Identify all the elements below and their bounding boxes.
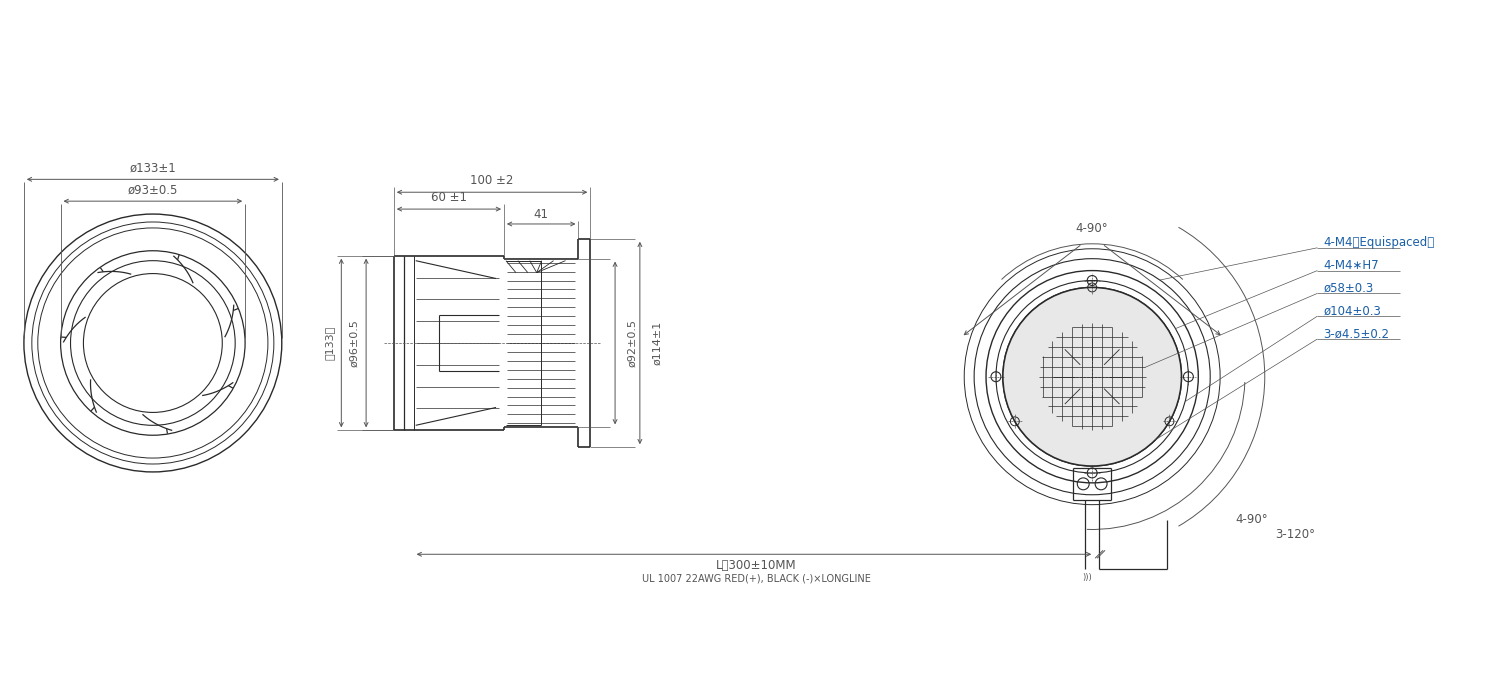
Text: 3-ø4.5±0.2: 3-ø4.5±0.2	[1323, 327, 1389, 340]
Text: ø133±1: ø133±1	[130, 162, 176, 175]
Circle shape	[1003, 288, 1182, 466]
Text: 4-M4（Equispaced）: 4-M4（Equispaced）	[1323, 236, 1434, 249]
Text: 41: 41	[534, 208, 549, 221]
Text: ø92±0.5: ø92±0.5	[627, 319, 637, 367]
Text: ø58±0.3: ø58±0.3	[1323, 282, 1374, 295]
Text: 60 ±1: 60 ±1	[431, 190, 467, 203]
Text: ø104±0.3: ø104±0.3	[1323, 305, 1382, 318]
Text: 4-90°: 4-90°	[1235, 513, 1268, 526]
Text: 4-90°: 4-90°	[1076, 223, 1109, 236]
Text: ø96±0.5: ø96±0.5	[349, 319, 360, 367]
Text: （133）: （133）	[324, 326, 334, 360]
Text: ø114±1: ø114±1	[652, 321, 662, 365]
Text: 3-120°: 3-120°	[1274, 528, 1314, 541]
Text: 100 ±2: 100 ±2	[470, 174, 513, 187]
Text: 4-M4∗H7: 4-M4∗H7	[1323, 259, 1379, 272]
Text: L：300±10MM: L：300±10MM	[716, 559, 797, 572]
Text: UL 1007 22AWG RED(+), BLACK (-)×LONGLINE: UL 1007 22AWG RED(+), BLACK (-)×LONGLINE	[642, 573, 871, 583]
Text: ))): )))	[1082, 573, 1092, 582]
Text: ø93±0.5: ø93±0.5	[128, 184, 178, 197]
